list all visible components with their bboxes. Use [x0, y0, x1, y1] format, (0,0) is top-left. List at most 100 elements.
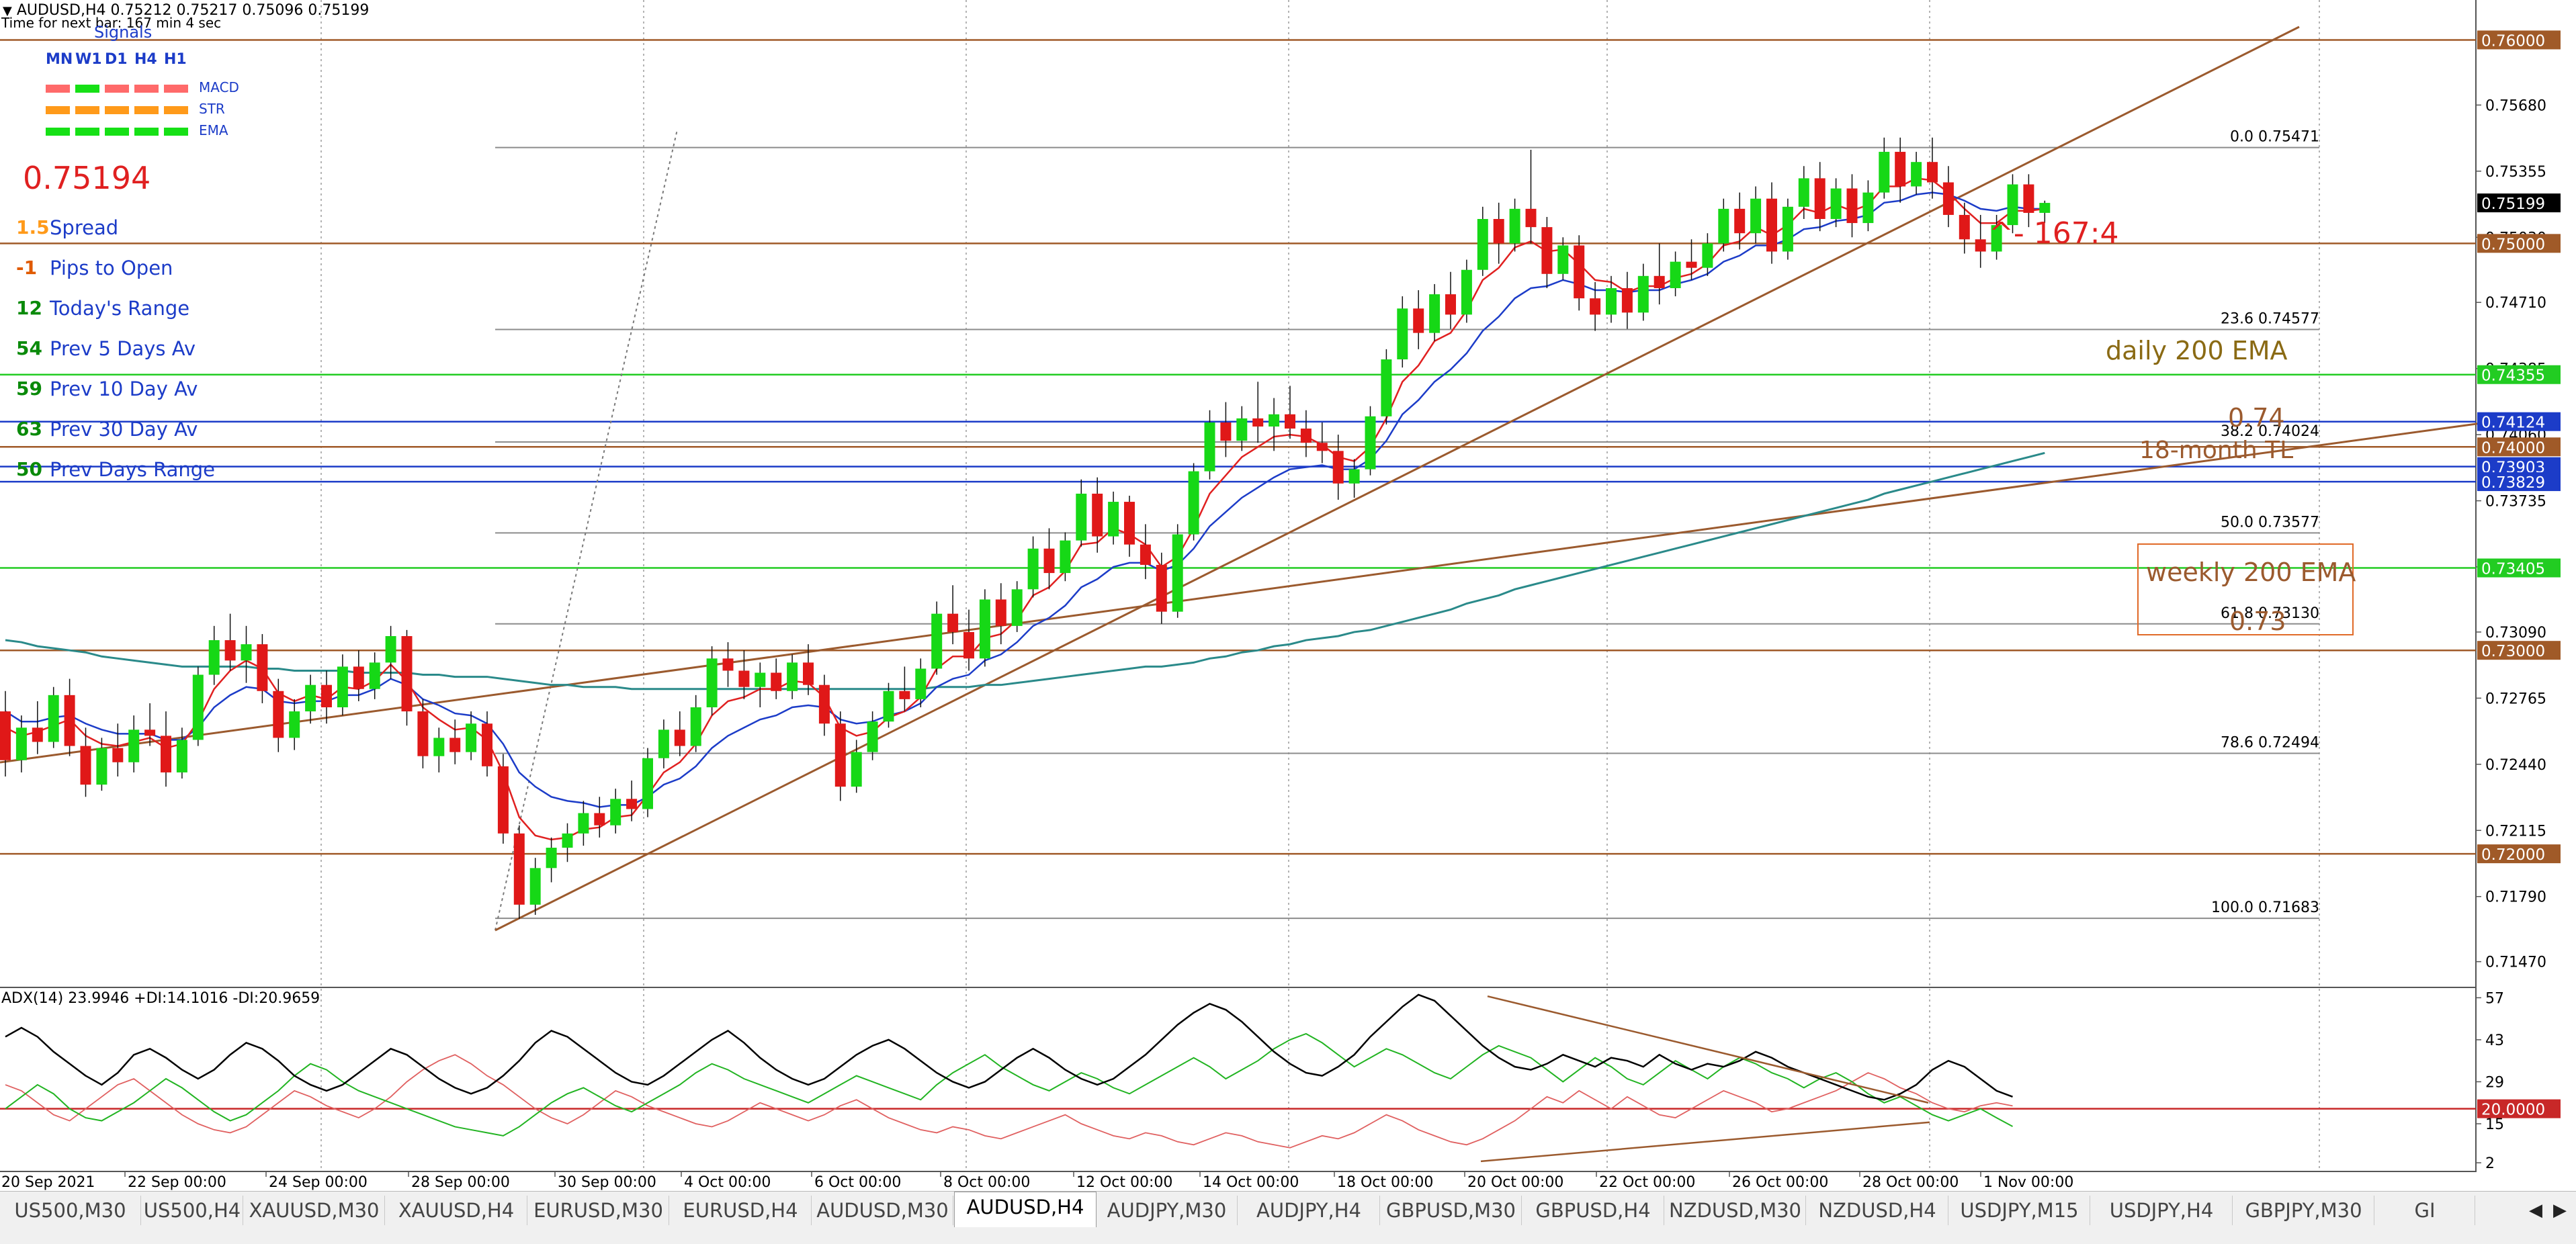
chart-tab[interactable]: GBPUSD,H4	[1522, 1196, 1664, 1225]
tabs-scroll-right-icon[interactable]: ▶	[2553, 1200, 2567, 1220]
info-label: Today's Range	[50, 297, 190, 320]
candle	[64, 695, 75, 746]
candle	[979, 599, 990, 659]
candle	[161, 736, 171, 772]
level-price-tag	[2477, 472, 2561, 492]
candle	[497, 766, 509, 834]
tabs-scroll-left-icon[interactable]: ◀	[2529, 1200, 2542, 1220]
signal-timeframe-label: H1	[164, 51, 187, 68]
candle	[80, 746, 91, 785]
info-label: Spread	[50, 216, 119, 239]
candle	[417, 711, 429, 756]
candle	[1798, 178, 1809, 207]
level-price-tag	[2477, 558, 2561, 578]
candle	[1702, 243, 1713, 268]
candle	[674, 729, 685, 746]
candle	[1445, 294, 1456, 315]
price-tick-label: 0.75680	[2485, 97, 2546, 114]
candle	[2007, 184, 2018, 226]
collapse-arrow-icon[interactable]: ▼	[3, 4, 12, 18]
chart-tab[interactable]: XAUUSD,M30	[244, 1196, 385, 1225]
fib-level-label: 0.0 0.75471	[2230, 129, 2319, 146]
candle	[738, 670, 750, 687]
current-price-tag-label: 0.75199	[2481, 195, 2545, 213]
date-tick-label: 24 Sep 00:00	[269, 1174, 368, 1191]
candle	[1397, 308, 1408, 360]
current-price-display: 0.75194	[23, 160, 151, 196]
chart-tab[interactable]: USDJPY,H4	[2091, 1196, 2233, 1225]
adx-lower-trendline	[1480, 1121, 1930, 1163]
price-tick-label: 0.71790	[2485, 889, 2546, 906]
fib-level-label: 61.8 0.73130	[2221, 605, 2319, 622]
candle	[1204, 422, 1215, 472]
candle	[1557, 245, 1569, 274]
signals-title: Signals	[94, 23, 153, 42]
candle	[1316, 443, 1328, 451]
candle	[578, 813, 589, 834]
fib-level-label: 100.0 0.71683	[2211, 899, 2319, 916]
eighteen-month-trendline	[0, 420, 2497, 764]
bar-timer: Time for next bar: 167 min 4 sec	[1, 15, 222, 31]
candle	[273, 691, 284, 738]
price-tick-label: 0.72115	[2485, 823, 2546, 840]
signal-timeframe-label: MN	[46, 51, 73, 68]
candle	[289, 711, 300, 738]
chart-tab[interactable]: US500,M30	[0, 1196, 141, 1225]
signal-indicator-cell	[164, 106, 188, 114]
chart-tab[interactable]: XAUUSD,H4	[386, 1196, 527, 1225]
signal-indicator-cell	[46, 85, 70, 93]
candle	[1621, 287, 1633, 313]
chart-tab[interactable]: AUDJPY,H4	[1238, 1196, 1380, 1225]
candle	[1365, 416, 1376, 470]
chart-tab[interactable]: US500,H4	[142, 1196, 243, 1225]
candle	[1043, 548, 1055, 574]
adx-level-tag-label: 20.0000	[2481, 1102, 2545, 1119]
candle	[1509, 208, 1520, 244]
chart-tab[interactable]: GI	[2375, 1196, 2475, 1225]
signal-indicator-cell	[134, 128, 159, 136]
candle	[1991, 225, 2002, 252]
candle	[963, 631, 974, 659]
chart-tab[interactable]: AUDUSD,H4	[954, 1192, 1097, 1227]
chart-tab[interactable]: NZDUSD,H4	[1807, 1196, 1948, 1225]
info-value: 54	[16, 337, 42, 359]
chart-tab[interactable]: AUDUSD,M30	[812, 1196, 953, 1225]
signal-indicator-cell	[75, 85, 99, 93]
date-tick-label: 20 Sep 2021	[1, 1174, 95, 1191]
candle	[1862, 192, 1874, 224]
chart-tab-bar: US500,M30 US500,H4 XAUUSD,M30 XAUUSD,H4 EURU…	[0, 1191, 2576, 1244]
candle	[369, 662, 380, 689]
candle	[594, 813, 605, 826]
weekly-ema-box	[2137, 543, 2354, 635]
candle	[1975, 239, 1986, 252]
candle	[1606, 287, 1617, 315]
price-tick-label: 0.72440	[2485, 757, 2546, 774]
candle	[1879, 152, 1890, 193]
info-value: 50	[16, 458, 42, 480]
candle	[1236, 418, 1248, 441]
candle	[15, 727, 27, 760]
candle	[1895, 152, 1906, 187]
date-tick-label: 20 Oct 00:00	[1467, 1174, 1563, 1191]
candle	[1590, 298, 1601, 315]
chart-tab[interactable]: NZDUSD,M30	[1665, 1196, 1806, 1225]
candle	[867, 721, 878, 752]
level-price-tag	[2477, 412, 2561, 431]
level-price-tag-label: 0.76000	[2481, 32, 2545, 50]
chart-tab[interactable]: AUDJPY,M30	[1097, 1196, 1238, 1225]
date-tick-label: 26 Oct 00:00	[1732, 1174, 1828, 1191]
chart-tab[interactable]: GBPJPY,M30	[2233, 1196, 2374, 1225]
date-tick-label: 22 Oct 00:00	[1599, 1174, 1695, 1191]
info-value: 1.5	[16, 216, 50, 238]
candle	[112, 748, 124, 762]
chart-tab[interactable]: EURUSD,H4	[670, 1196, 812, 1225]
candle	[1413, 308, 1424, 333]
candle	[1766, 198, 1777, 252]
candle	[1734, 208, 1746, 234]
chart-tab[interactable]: USDJPY,M15	[1949, 1196, 2090, 1225]
chart-tab[interactable]: GBPUSD,M30	[1381, 1196, 1522, 1225]
chart-tab[interactable]: EURUSD,M30	[528, 1196, 669, 1225]
candle	[1429, 294, 1441, 333]
signal-row-label: MACD	[199, 79, 239, 95]
